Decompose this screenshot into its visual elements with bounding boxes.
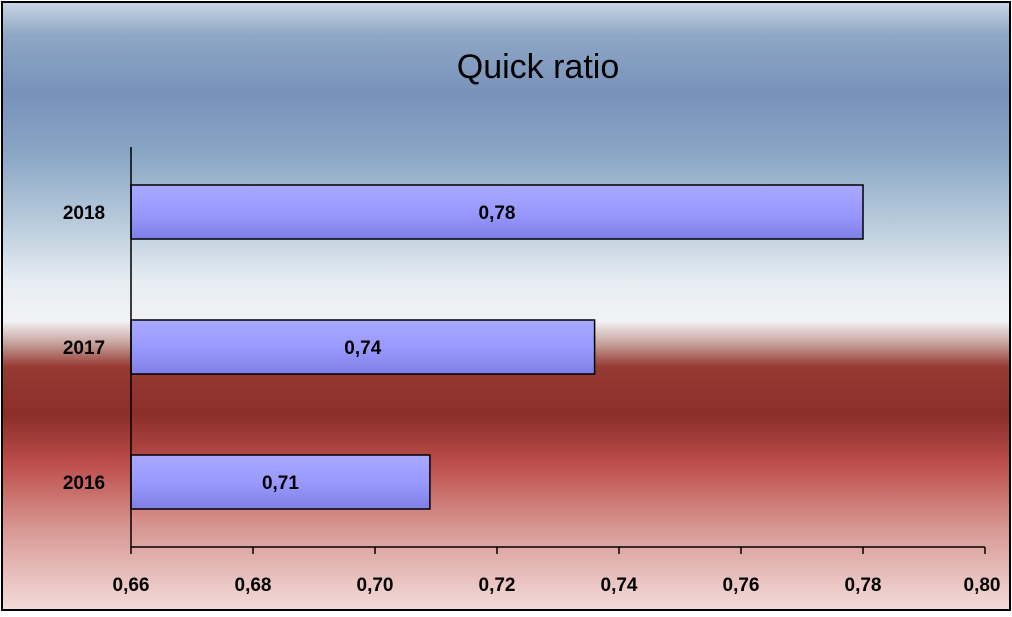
bar-2016 [130, 454, 431, 510]
bar-value-label: 0,74 [344, 338, 381, 359]
x-axis: 0,66 0,68 0,70 0,72 0,74 0,76 0,78 0,80 [113, 147, 1001, 596]
bar-2018 [130, 184, 864, 240]
x-tick-label: 0,70 [357, 575, 394, 596]
bar-value-label: 0,78 [479, 203, 516, 224]
value-labels-layer: 0,78 0,74 0,71 [262, 203, 516, 494]
category-labels-layer: 2018 2017 2016 [63, 203, 105, 494]
x-tick-label: 0,68 [235, 575, 272, 596]
bars-layer [130, 184, 864, 510]
x-tick-label: 0,72 [479, 575, 516, 596]
x-tick-label: 0,66 [113, 575, 150, 596]
category-label: 2018 [63, 203, 105, 224]
x-tick-label: 0,80 [964, 575, 1001, 596]
bar-2017 [130, 319, 596, 375]
category-label: 2017 [63, 338, 105, 359]
x-tick-label: 0,76 [723, 575, 760, 596]
category-label: 2016 [63, 473, 105, 494]
bar-value-label: 0,71 [262, 473, 299, 494]
chart-title: Quick ratio [457, 48, 620, 86]
x-tick-label: 0,78 [845, 575, 882, 596]
x-tick-label: 0,74 [601, 575, 638, 596]
